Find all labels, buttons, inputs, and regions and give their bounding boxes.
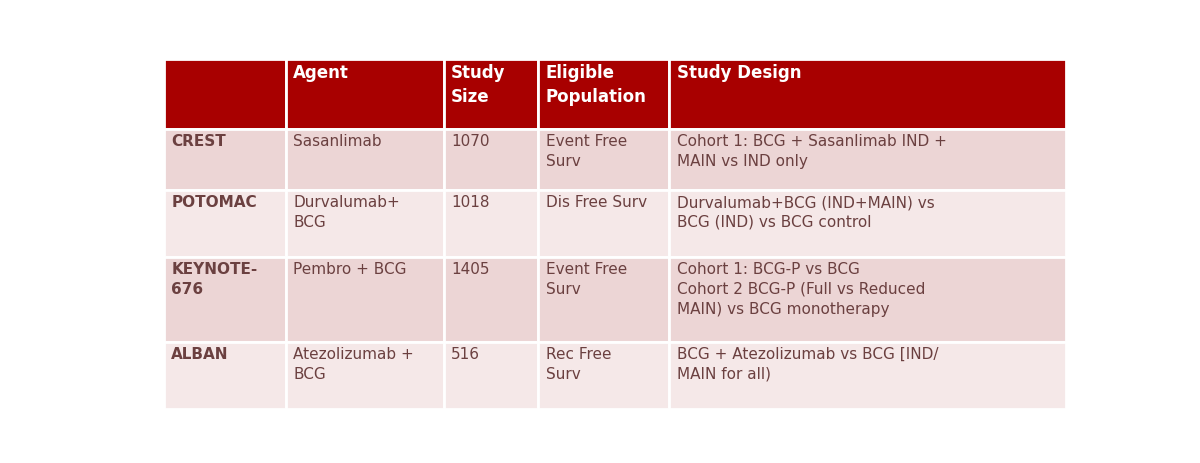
Text: Dis Free Surv: Dis Free Surv: [546, 195, 647, 210]
Text: CREST: CREST: [172, 134, 226, 150]
Bar: [444, 257, 539, 342]
Bar: [286, 129, 444, 190]
Text: Sasanlimab: Sasanlimab: [293, 134, 382, 150]
Bar: [164, 257, 286, 342]
Text: ALBAN: ALBAN: [172, 347, 229, 362]
Bar: [286, 257, 444, 342]
Text: 1070: 1070: [451, 134, 490, 150]
Text: Eligible
Population: Eligible Population: [546, 64, 647, 106]
Bar: [444, 190, 539, 257]
Bar: [286, 190, 444, 257]
Bar: [286, 59, 444, 129]
Text: BCG + Atezolizumab vs BCG [IND/
MAIN for all): BCG + Atezolizumab vs BCG [IND/ MAIN for…: [677, 347, 938, 382]
Bar: [444, 59, 539, 129]
Bar: [164, 342, 286, 408]
Bar: [164, 129, 286, 190]
Bar: [670, 190, 1066, 257]
Text: Pembro + BCG: Pembro + BCG: [293, 262, 407, 277]
Bar: [444, 342, 539, 408]
Bar: [539, 257, 670, 342]
Text: Durvalumab+
BCG: Durvalumab+ BCG: [293, 195, 400, 230]
Text: Event Free
Surv: Event Free Surv: [546, 134, 628, 169]
Bar: [539, 59, 670, 129]
Text: Atezolizumab +
BCG: Atezolizumab + BCG: [293, 347, 414, 382]
Text: Cohort 1: BCG + Sasanlimab IND +
MAIN vs IND only: Cohort 1: BCG + Sasanlimab IND + MAIN vs…: [677, 134, 947, 169]
Bar: [444, 129, 539, 190]
Text: KEYNOTE-
676: KEYNOTE- 676: [172, 262, 258, 297]
Bar: [670, 257, 1066, 342]
Bar: [670, 129, 1066, 190]
Bar: [164, 59, 286, 129]
Bar: [539, 129, 670, 190]
Bar: [164, 190, 286, 257]
Text: Study
Size: Study Size: [451, 64, 505, 106]
Bar: [539, 190, 670, 257]
Text: Durvalumab+BCG (IND+MAIN) vs
BCG (IND) vs BCG control: Durvalumab+BCG (IND+MAIN) vs BCG (IND) v…: [677, 195, 935, 230]
Text: POTOMAC: POTOMAC: [172, 195, 257, 210]
Text: Event Free
Surv: Event Free Surv: [546, 262, 628, 297]
Text: 516: 516: [451, 347, 480, 362]
Text: 1018: 1018: [451, 195, 490, 210]
Bar: [286, 342, 444, 408]
Bar: [539, 342, 670, 408]
Text: Study Design: Study Design: [677, 64, 802, 82]
Bar: [670, 59, 1066, 129]
Text: 1405: 1405: [451, 262, 490, 277]
Bar: [670, 342, 1066, 408]
Text: Agent: Agent: [293, 64, 349, 82]
Text: Rec Free
Surv: Rec Free Surv: [546, 347, 611, 382]
Text: Cohort 1: BCG-P vs BCG
Cohort 2 BCG-P (Full vs Reduced
MAIN) vs BCG monotherapy: Cohort 1: BCG-P vs BCG Cohort 2 BCG-P (F…: [677, 262, 925, 317]
